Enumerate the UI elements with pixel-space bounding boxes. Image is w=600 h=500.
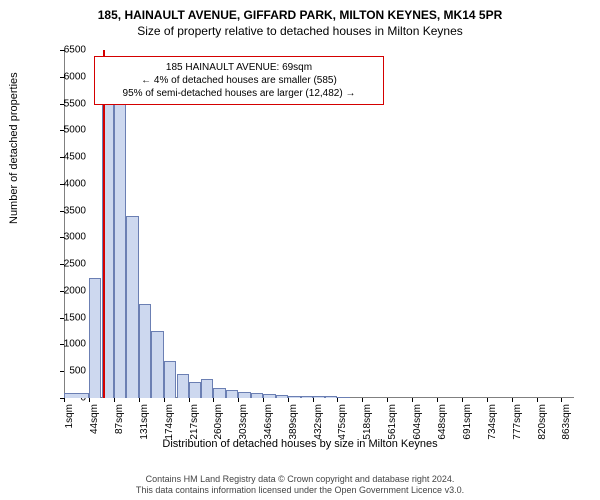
- x-tick-label: 44sqm: [89, 404, 100, 434]
- x-tick-label: 432sqm: [313, 404, 324, 440]
- x-tick-label: 518sqm: [362, 404, 373, 440]
- histogram-bar: [126, 216, 139, 398]
- x-axis-label: Distribution of detached houses by size …: [0, 438, 600, 450]
- x-tick-label: 604sqm: [412, 404, 423, 440]
- histogram-bar: [139, 304, 151, 398]
- x-tick-label: 561sqm: [387, 404, 398, 440]
- x-tick-label: 648sqm: [437, 404, 448, 440]
- credit-line1: Contains HM Land Registry data © Crown c…: [0, 474, 600, 485]
- x-tick-label: 691sqm: [462, 404, 473, 440]
- histogram-bar: [276, 395, 288, 398]
- x-tick-label: 260sqm: [213, 404, 224, 440]
- histogram-bar: [151, 331, 164, 398]
- plot-area: 185 HAINAULT AVENUE: 69sqm ← 4% of detac…: [64, 50, 574, 398]
- x-tick-label: 863sqm: [561, 404, 572, 440]
- histogram-bar: [288, 396, 301, 398]
- annotation-line3: 95% of semi-detached houses are larger (…: [101, 87, 377, 100]
- annotation-box: 185 HAINAULT AVENUE: 69sqm ← 4% of detac…: [94, 56, 384, 105]
- histogram-bar: [177, 374, 189, 398]
- annotation-line2: ← 4% of detached houses are smaller (585…: [101, 74, 377, 87]
- x-tick-label: 1sqm: [64, 404, 75, 428]
- histogram-bar: [313, 396, 326, 398]
- histogram-bar: [114, 85, 127, 398]
- histogram-bar: [263, 394, 276, 398]
- x-tick-label: 87sqm: [114, 404, 125, 434]
- x-tick-label: 131sqm: [139, 404, 150, 440]
- credit-text: Contains HM Land Registry data © Crown c…: [0, 474, 600, 496]
- histogram-bar: [226, 390, 238, 398]
- y-axis-label: Number of detached properties: [8, 72, 20, 224]
- histogram-bar: [301, 396, 313, 398]
- histogram-bar: [238, 392, 251, 398]
- subtitle: Size of property relative to detached ho…: [0, 22, 600, 38]
- x-tick-label: 303sqm: [238, 404, 249, 440]
- histogram-bar: [201, 379, 213, 398]
- x-tick-label: 217sqm: [189, 404, 200, 440]
- x-tick-label: 820sqm: [537, 404, 548, 440]
- histogram-bar: [213, 388, 226, 398]
- histogram-bar: [251, 393, 263, 398]
- histogram-bar: [164, 361, 177, 398]
- x-tick-label: 734sqm: [487, 404, 498, 440]
- histogram-bar: [89, 278, 102, 398]
- x-tick-label: 346sqm: [263, 404, 274, 440]
- credit-line2: This data contains information licensed …: [0, 485, 600, 496]
- histogram-bar: [64, 393, 89, 398]
- x-tick-label: 475sqm: [337, 404, 348, 440]
- x-tick-label: 777sqm: [512, 404, 523, 440]
- annotation-line1: 185 HAINAULT AVENUE: 69sqm: [101, 61, 377, 74]
- chart-container: 185, HAINAULT AVENUE, GIFFARD PARK, MILT…: [0, 0, 600, 500]
- address-title: 185, HAINAULT AVENUE, GIFFARD PARK, MILT…: [0, 0, 600, 22]
- histogram-bar: [189, 382, 202, 398]
- x-tick-label: 174sqm: [164, 404, 175, 440]
- histogram-bar: [337, 397, 350, 398]
- histogram-bar: [325, 396, 337, 398]
- x-tick-label: 389sqm: [288, 404, 299, 440]
